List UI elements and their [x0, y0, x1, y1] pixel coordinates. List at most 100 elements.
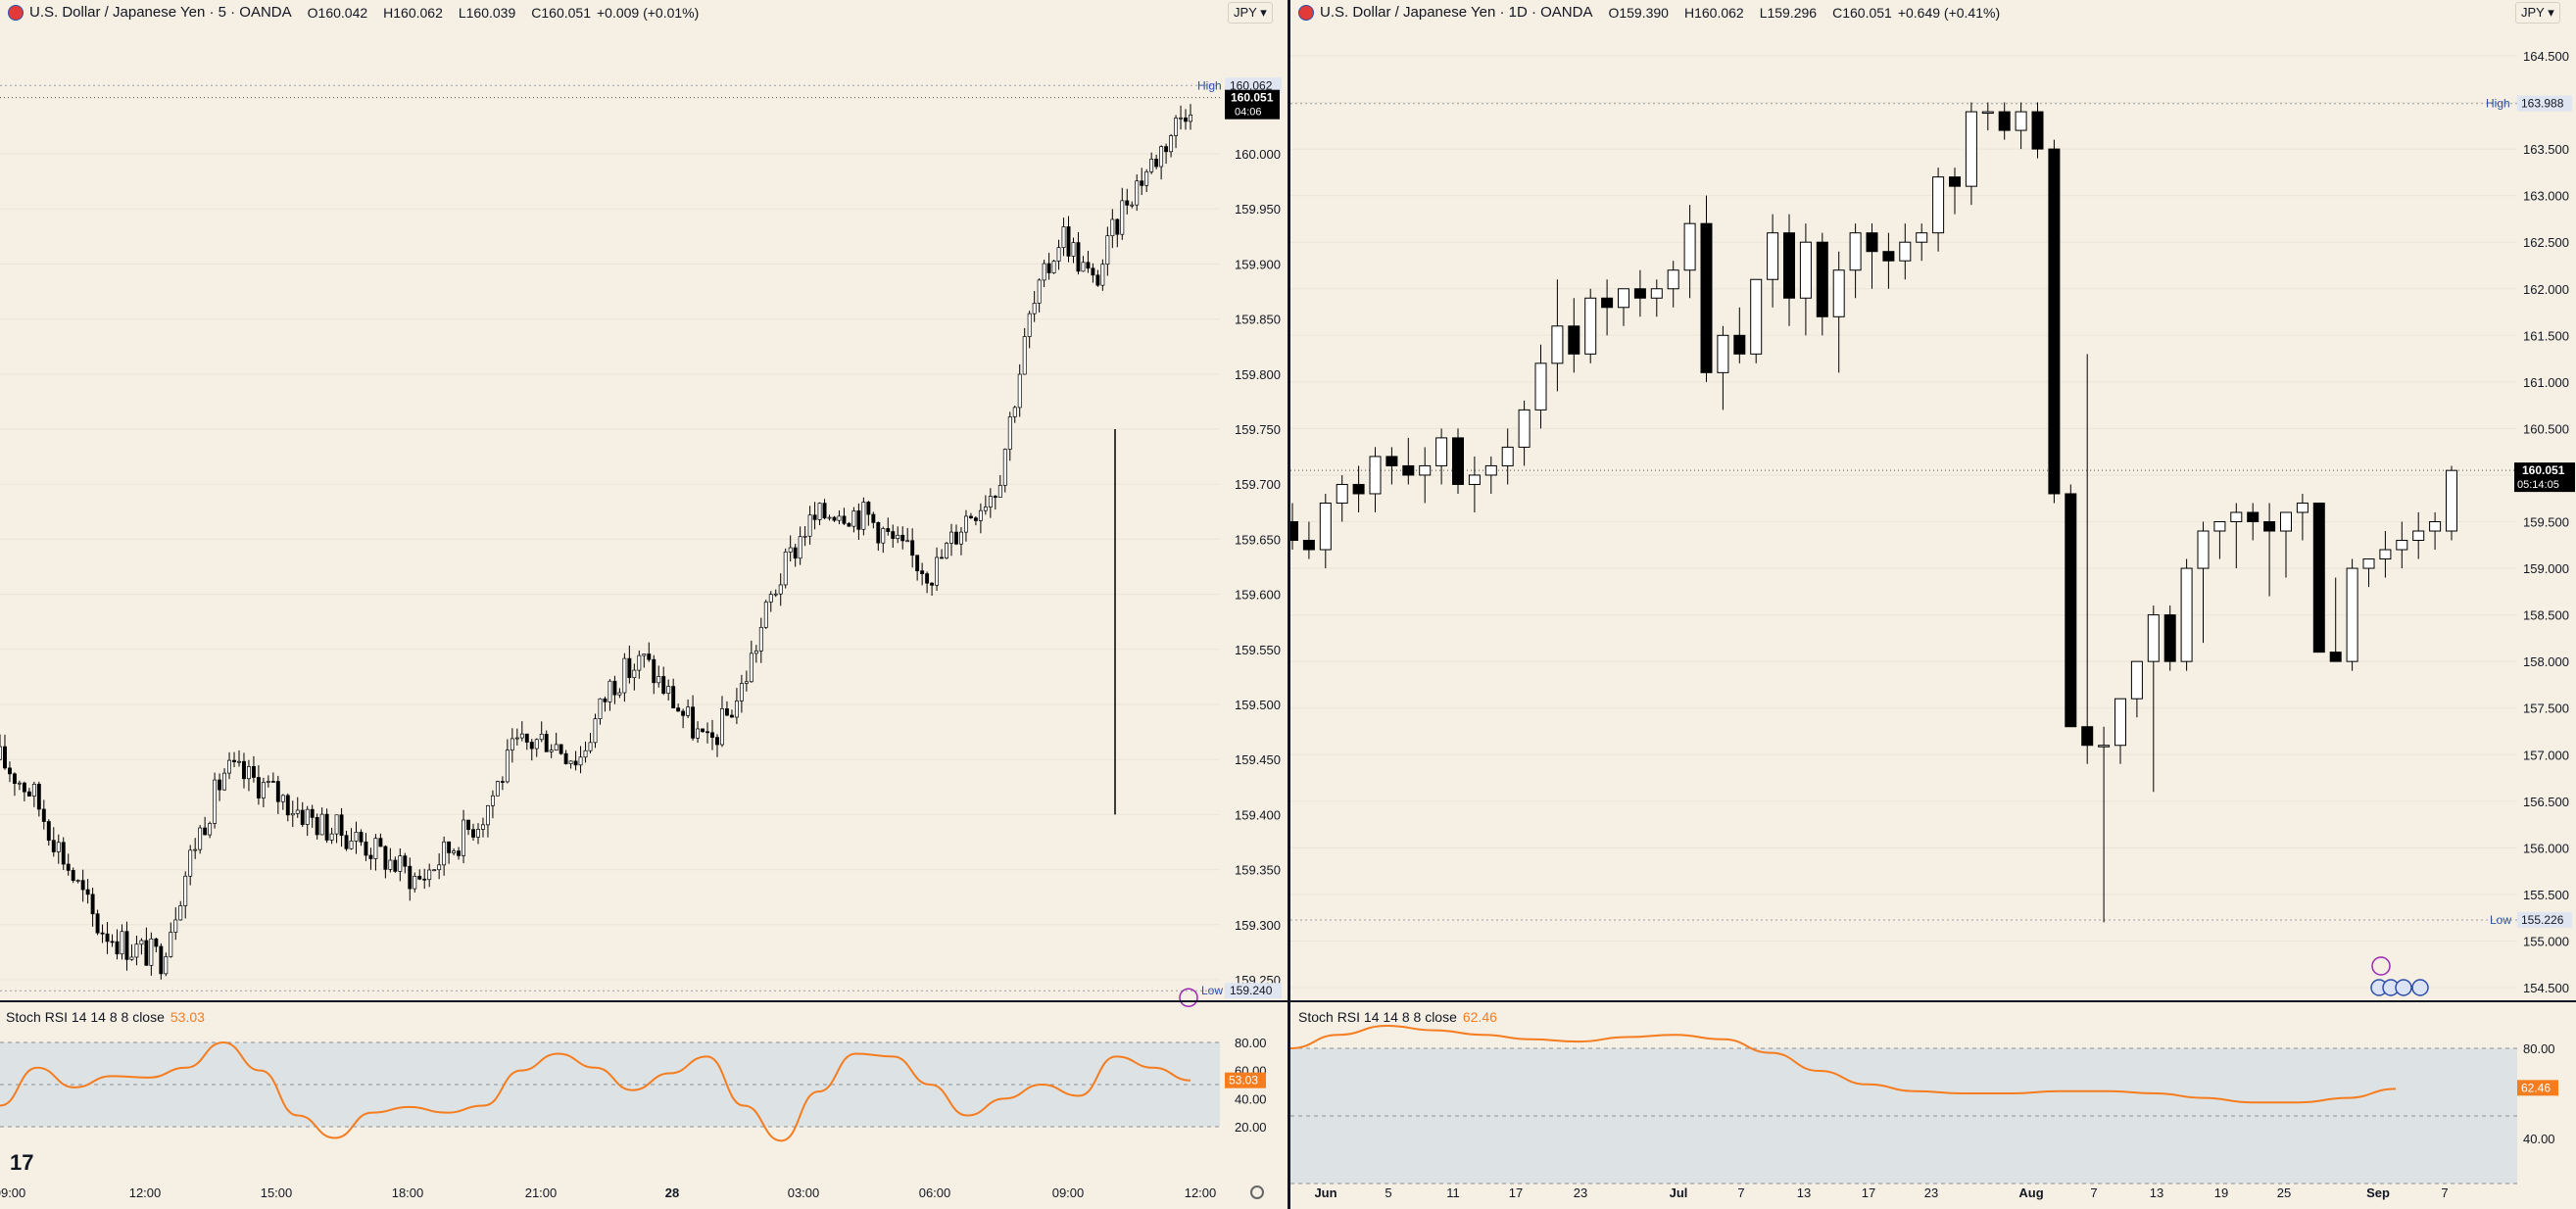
candle-body [1468, 474, 1481, 485]
time-tick-label: 23 [1924, 1185, 1938, 1200]
candle-body [973, 517, 978, 521]
right-change: +0.649 (+0.41%) [1897, 4, 2001, 21]
stoch-tick-label: 40.00 [1235, 1091, 1267, 1106]
right-high: H160.062 [1683, 4, 1744, 21]
candle-body [339, 814, 344, 837]
candle-body [544, 733, 549, 752]
time-tick-label: 12:00 [1185, 1185, 1217, 1200]
candle-body [847, 522, 851, 527]
candle-body [915, 555, 920, 572]
candle-body [178, 905, 183, 921]
candle-body [812, 514, 817, 520]
left-indicator-label[interactable]: Stoch RSI 14 14 8 8 close 53.03 [6, 1009, 205, 1025]
candle-body [1650, 288, 1663, 299]
candle-body [593, 718, 598, 744]
candle-body [842, 515, 847, 524]
price-tick-label: 162.000 [2523, 282, 2569, 297]
right-indicator-name: Stoch RSI 14 14 8 8 close [1298, 1009, 1457, 1025]
price-tick-label: 163.500 [2523, 142, 2569, 157]
candle-body [2312, 502, 2325, 653]
price-tick-label: 156.500 [2523, 795, 2569, 809]
candle-body [851, 510, 856, 527]
left-chart-panel[interactable]: 160.000 159.950 159.900 159.850 159.800 159.7… [0, 0, 1290, 1209]
candle-body [2296, 502, 2309, 513]
last-price-value: 160.051 [2522, 463, 2565, 477]
candle-body [749, 653, 753, 683]
candle-body [442, 841, 447, 866]
candle-body [978, 509, 983, 521]
candle-body [427, 869, 432, 881]
tradingview-logo-icon[interactable]: 17 [10, 1150, 34, 1175]
candle-body [490, 795, 495, 806]
price-tick-label: 158.500 [2523, 608, 2569, 623]
price-tick-label: 159.300 [1235, 918, 1281, 933]
candle-body [2280, 511, 2292, 532]
candle-body [758, 626, 763, 652]
candle-body [1981, 111, 1994, 115]
candle-body [1336, 483, 1348, 504]
candle-body [486, 804, 490, 826]
price-tick-label: 159.350 [1235, 863, 1281, 878]
candle-body [2396, 540, 2408, 551]
candle-body [1022, 336, 1027, 375]
candle-body [256, 777, 261, 798]
low-label: Low [2490, 913, 2511, 927]
candle-body [1998, 111, 2011, 131]
candle-body [2379, 549, 2392, 560]
price-tick-label: 159.500 [2523, 515, 2569, 530]
time-tick-label: Jun [1314, 1185, 1337, 1200]
left-indicator-name: Stoch RSI 14 14 8 8 close [6, 1009, 165, 1025]
time-tick-label: Jul [1670, 1185, 1688, 1200]
candle-body [1184, 117, 1188, 122]
time-tick-label: 28 [665, 1185, 679, 1200]
candle-body [1352, 483, 1365, 495]
high-label: High [2486, 97, 2510, 111]
candle-body [822, 503, 827, 519]
left-chart-canvas[interactable]: 160.000 159.950 159.900 159.850 159.800 159.7… [0, 0, 1288, 1209]
candle-body [568, 760, 573, 764]
left-symbol-title[interactable]: U.S. Dollar / Japanese Yen · 5 · OANDA [29, 4, 292, 21]
candle-body [598, 698, 603, 720]
candle-body [798, 536, 802, 559]
last-price-value: 160.051 [1231, 91, 1274, 105]
settings-gear-icon[interactable] [1250, 1185, 1264, 1199]
candle-body [1081, 262, 1086, 272]
price-tick-label: 159.500 [1235, 698, 1281, 712]
price-tick-label: 162.500 [2523, 235, 2569, 250]
candle-body [393, 859, 398, 872]
candle-body [666, 686, 671, 695]
candle-body [203, 827, 208, 836]
candle-body [1290, 521, 1298, 542]
candle-body [100, 932, 105, 935]
candle-body [681, 710, 686, 716]
stoch-tick-label: 80.00 [1235, 1036, 1267, 1050]
candle-body [90, 894, 95, 915]
candle-body [452, 850, 457, 853]
candle-body [1916, 232, 1928, 243]
right-indicator-label[interactable]: Stoch RSI 14 14 8 8 close 62.46 [1298, 1009, 1497, 1025]
right-chart-panel[interactable]: 164.500164.000163.500163.000162.500162.0… [1290, 0, 2576, 1209]
candle-body [2429, 521, 2442, 532]
candle-body [437, 864, 442, 871]
candle-body [2163, 614, 2176, 662]
usd-jpy-flag-icon [8, 4, 24, 21]
stoch-value-box [2517, 1080, 2558, 1096]
usd-jpy-flag-icon [1298, 4, 1314, 21]
left-currency-select[interactable]: JPY ▾ [1228, 2, 1273, 24]
right-currency-select[interactable]: JPY ▾ [2515, 2, 2560, 24]
candle-body [940, 556, 944, 559]
time-tick-label: 12:00 [129, 1185, 162, 1200]
candle-body [1105, 235, 1110, 265]
candle-body [676, 707, 681, 712]
right-symbol-title[interactable]: U.S. Dollar / Japanese Yen · 1D · OANDA [1320, 4, 1593, 21]
candle-body [691, 706, 696, 739]
right-chart-canvas[interactable]: 164.500164.000163.500163.000162.500162.0… [1290, 0, 2576, 1209]
candle-body [866, 502, 871, 515]
candle-body [696, 728, 701, 739]
time-tick-label: 7 [1737, 1185, 1744, 1200]
candle-body [1091, 267, 1095, 276]
candle-body [856, 510, 861, 530]
candle-body [2065, 493, 2077, 728]
candle-body [1783, 232, 1795, 299]
candle-body [583, 750, 588, 758]
